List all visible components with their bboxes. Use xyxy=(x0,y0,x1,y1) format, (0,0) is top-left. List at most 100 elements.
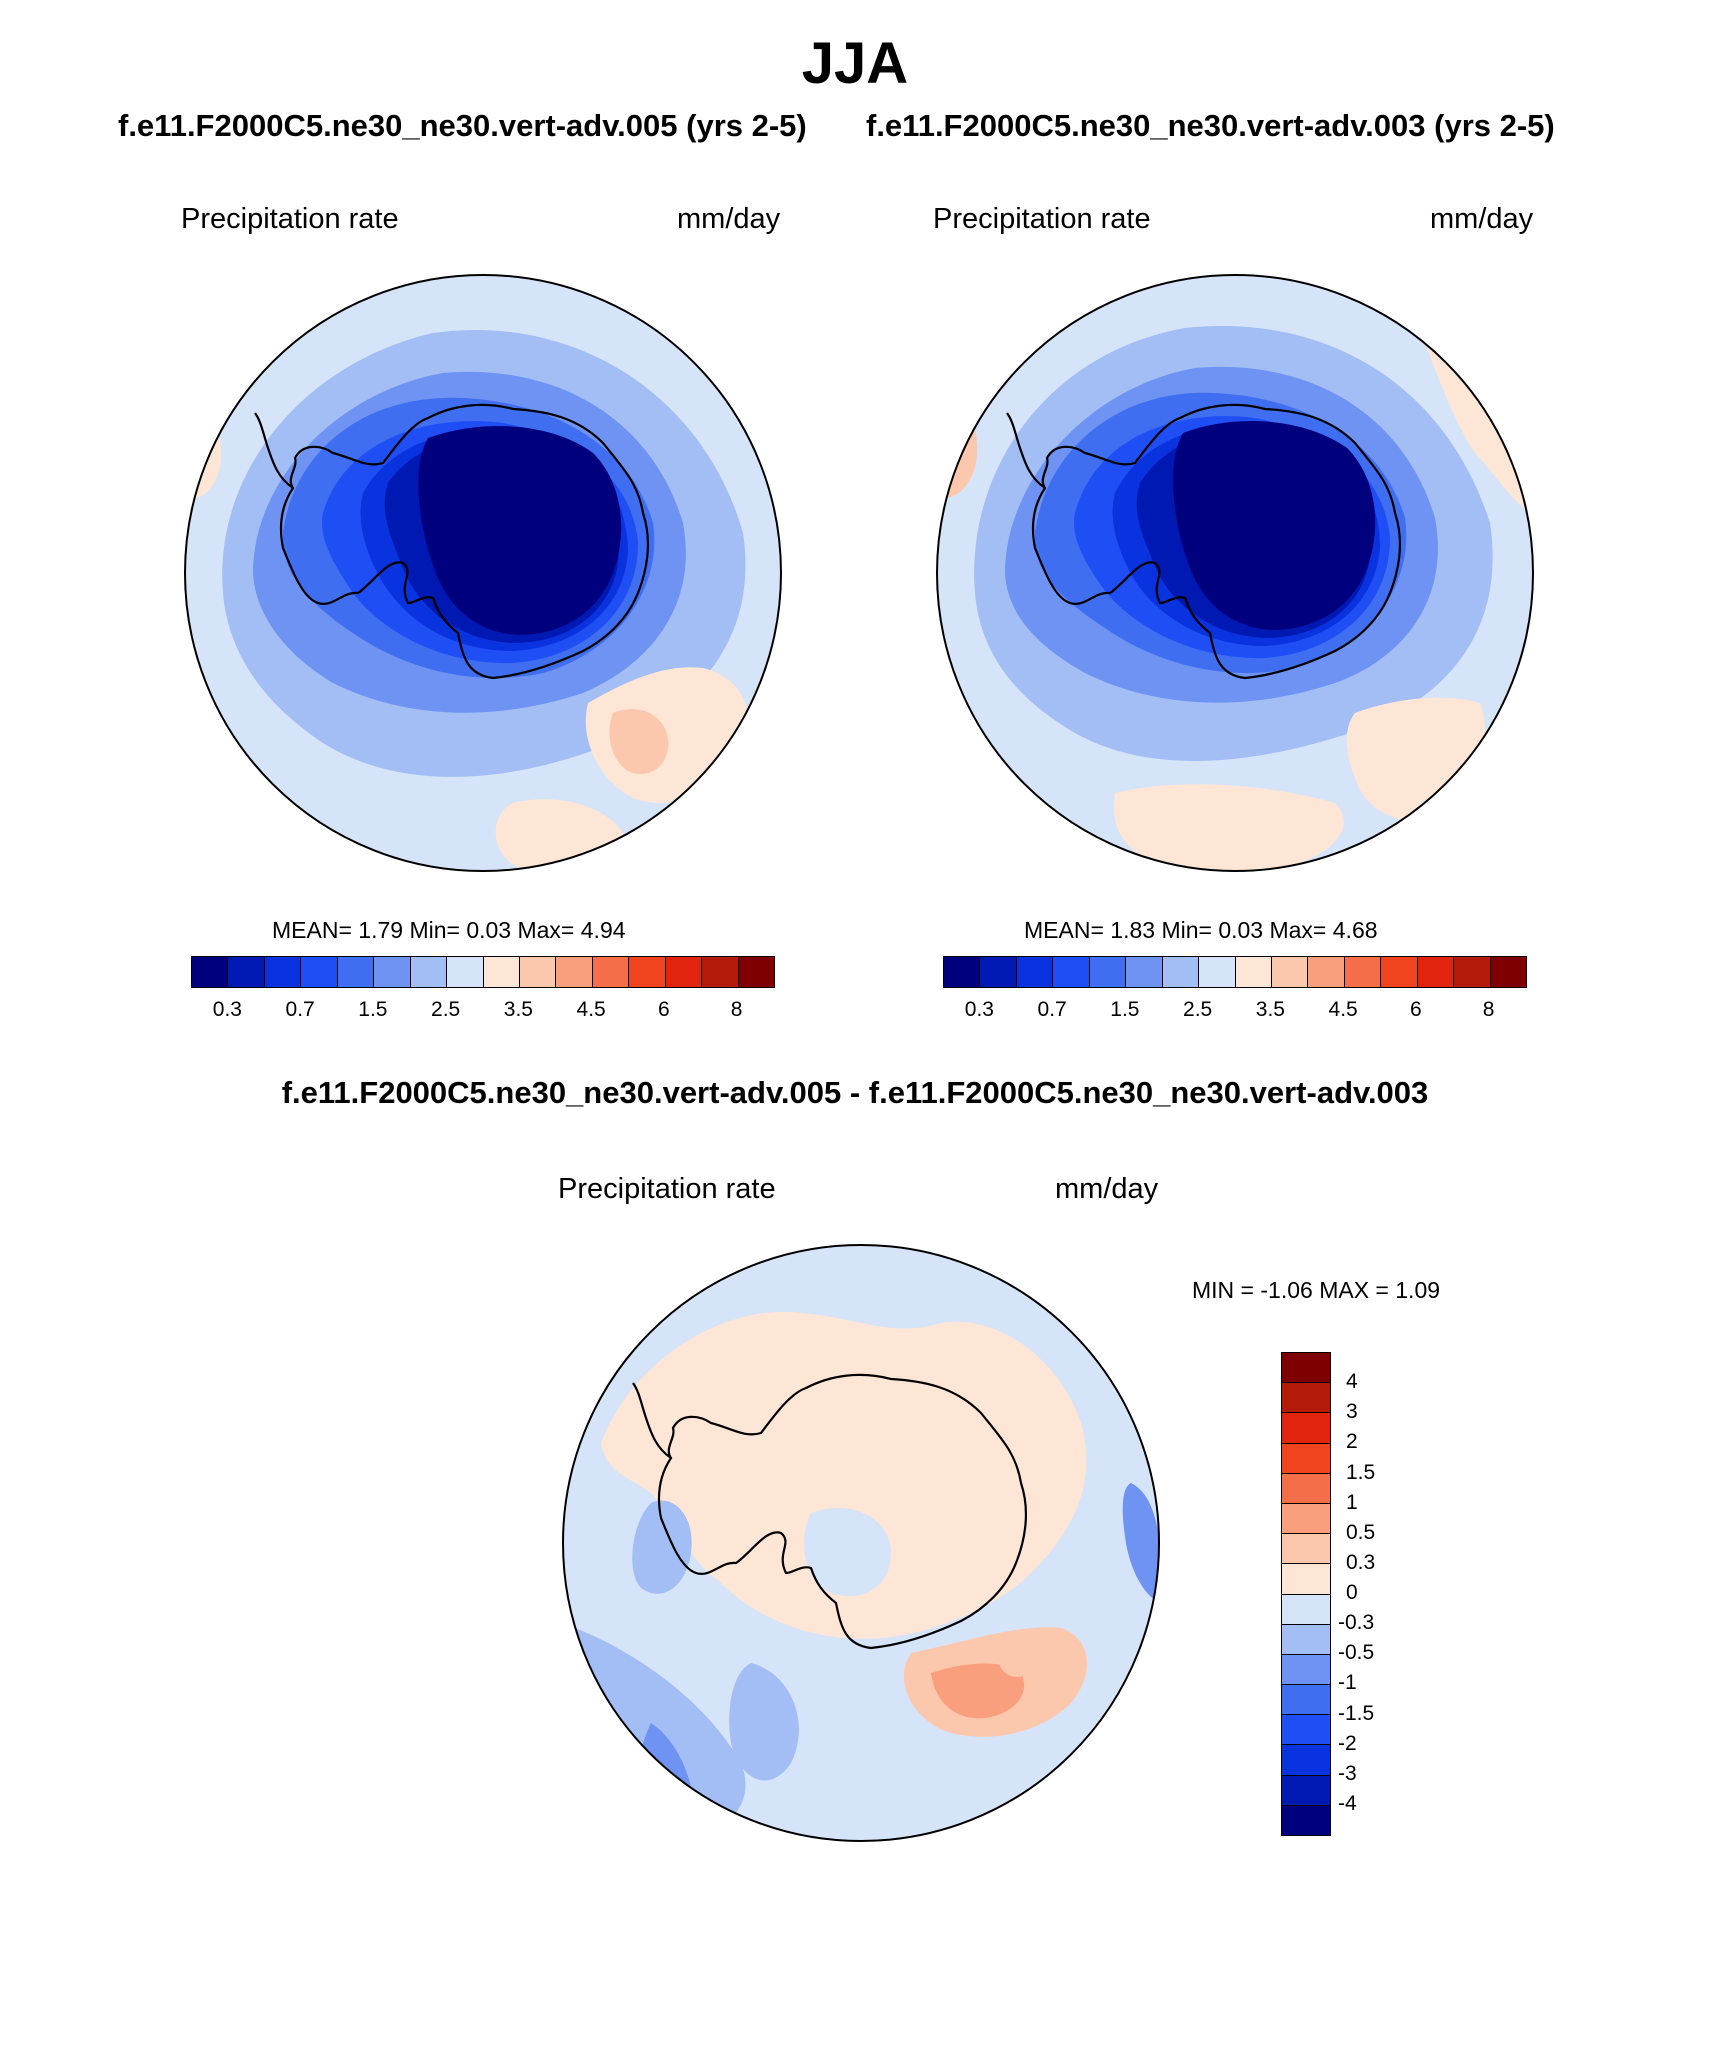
panel2-min: 0.03 xyxy=(1218,917,1264,943)
diff-variable: Precipitation rate xyxy=(558,1173,776,1205)
diff-antarctica-coast xyxy=(657,1373,1027,1650)
diff-map-border xyxy=(562,1244,1160,1842)
panel1-colorbar-swatch xyxy=(592,957,630,987)
diff-colorbar-tick-label: 1 xyxy=(1346,1490,1358,1514)
diff-min-label: MIN = xyxy=(1192,1277,1254,1303)
panel2-colorbar-swatch xyxy=(1454,957,1491,987)
panel2-colorbar-swatch xyxy=(1162,957,1200,987)
diff-blue-patch2 xyxy=(632,1500,692,1594)
panel2-max: 4.68 xyxy=(1332,917,1378,943)
diff-colorbar-ticks: 4 3 2 1.5 1 0.5 0.3 0 -0.3 -0.5 -1 -1.5 -2 -3 -4 xyxy=(1338,1352,1418,1834)
diff-colorbar-tick-label: 2 xyxy=(1346,1430,1358,1454)
panel1-colorbar-tick-label: 0.3 xyxy=(212,998,242,1021)
diff-colorbar-tick-label: 4 xyxy=(1346,1370,1358,1394)
panel1-colorbar-swatch xyxy=(264,957,302,987)
panel2-units: mm/day xyxy=(1430,203,1534,235)
diff-colorbar-swatch xyxy=(1282,1745,1330,1776)
p2-map-border xyxy=(936,274,1534,872)
panel2-colorbar-ticks: 0.3 0.7 1.5 2.5 3.5 4.5 6 8 xyxy=(943,998,1525,1026)
panel2-colorbar-tick-label: 6 xyxy=(1410,998,1422,1021)
panel1-colorbar-ticks: 0.3 0.7 1.5 2.5 3.5 4.5 6 8 xyxy=(191,998,773,1026)
panel2-colorbar-tick-label: 8 xyxy=(1482,998,1495,1021)
panel2-stats: MEAN= 1.83 Min= 0.03 Max= 4.68 xyxy=(1024,917,1378,944)
panel1-colorbar-tick-label: 6 xyxy=(658,998,670,1021)
panel2-min-label: Min= xyxy=(1161,917,1212,943)
diff-colorbar-swatch xyxy=(1282,1413,1330,1444)
panel2-variable: Precipitation rate xyxy=(933,203,1151,235)
p2-band-deep xyxy=(1173,421,1376,630)
diff-colorbar-swatch xyxy=(1282,1594,1330,1625)
diff-colorbar-tick-label: 3 xyxy=(1346,1400,1358,1424)
panel2-colorbar-swatch xyxy=(1199,957,1236,987)
p1-antarctica-coast xyxy=(279,403,649,680)
diff-colorbar-swatch xyxy=(1282,1564,1330,1595)
diff-warm-se2 xyxy=(931,1663,1025,1719)
diff-units: mm/day xyxy=(1055,1173,1159,1205)
panel2-colorbar-swatch xyxy=(1381,957,1418,987)
panel2-colorbar-swatch xyxy=(1490,957,1526,987)
panel1-colorbar-swatch xyxy=(629,957,666,987)
panel1-colorbar-tick-label: 8 xyxy=(730,998,743,1021)
diff-colorbar-tick-label: -4 xyxy=(1338,1791,1357,1815)
panel2-colorbar-swatch xyxy=(1417,957,1455,987)
panel2-colorbar-tick-label: 3.5 xyxy=(1255,998,1285,1021)
panel1-colorbar xyxy=(191,956,775,988)
panel2-colorbar-swatch xyxy=(1271,957,1309,987)
panel1-colorbar-swatch xyxy=(738,957,774,987)
p1-warm-patch2 xyxy=(609,709,669,774)
p2-warm-patch2 xyxy=(1113,784,1344,871)
panel2-colorbar-swatch xyxy=(1344,957,1382,987)
panel1-mean: 1.79 xyxy=(358,917,404,943)
panel2-colorbar-swatch xyxy=(1016,957,1054,987)
panel1-max-label: Max= xyxy=(517,917,575,943)
panel2-map xyxy=(936,274,1534,872)
panel2-colorbar-tick-label: 2.5 xyxy=(1183,998,1213,1021)
diff-case-label: f.e11.F2000C5.ne30_ne30.vert-adv.005 - f… xyxy=(281,1075,1429,1110)
panel2-colorbar-swatch xyxy=(944,957,981,987)
panel1-colorbar-swatch xyxy=(483,957,520,987)
panel1-max: 4.94 xyxy=(580,917,626,943)
panel2-colorbar-swatch xyxy=(1235,957,1272,987)
diff-colorbar-tick-label: 0.5 xyxy=(1346,1520,1376,1544)
diff-colorbar-tick-label: -0.3 xyxy=(1338,1611,1375,1635)
panel2-colorbar-tick-label: 0.7 xyxy=(1037,998,1067,1021)
panel1-colorbar-swatch xyxy=(337,957,375,987)
diff-colorbar-tick-label: -1 xyxy=(1338,1671,1357,1695)
diff-max-label: MAX = xyxy=(1319,1277,1389,1303)
panel1-colorbar-swatch xyxy=(301,957,338,987)
panel1-stats: MEAN= 1.79 Min= 0.03 Max= 4.94 xyxy=(272,917,626,944)
panel2-colorbar-swatch xyxy=(1089,957,1127,987)
p2-peninsula xyxy=(1006,412,1046,489)
diff-colorbar-swatch xyxy=(1282,1805,1330,1835)
panel1-variable: Precipitation rate xyxy=(181,203,399,235)
diff-blue-patch4 xyxy=(729,1663,799,1781)
diff-colorbar-swatch xyxy=(1282,1383,1330,1414)
diff-colorbar xyxy=(1281,1352,1331,1836)
case-left-label: f.e11.F2000C5.ne30_ne30.vert-adv.005 (yr… xyxy=(118,108,807,143)
panel2-colorbar-tick-label: 0.3 xyxy=(964,998,994,1021)
panel1-colorbar-tick-label: 1.5 xyxy=(358,998,388,1021)
diff-colorbar-swatch xyxy=(1282,1775,1330,1806)
case-right-label: f.e11.F2000C5.ne30_ne30.vert-adv.003 (yr… xyxy=(866,108,1555,143)
diff-colorbar-tick-label: 1.5 xyxy=(1346,1460,1376,1484)
panel1-colorbar-swatch xyxy=(228,957,265,987)
panel2-colorbar-swatch xyxy=(1126,957,1163,987)
diff-colorbar-swatch xyxy=(1282,1534,1330,1565)
diff-peninsula xyxy=(632,1382,672,1459)
panel1-min-label: Min= xyxy=(409,917,460,943)
panel2-colorbar xyxy=(943,956,1527,988)
panel2-colorbar-swatch xyxy=(980,957,1017,987)
panel1-colorbar-swatch xyxy=(556,957,593,987)
panel2-colorbar-tick-label: 1.5 xyxy=(1110,998,1140,1021)
panel2-colorbar-swatch xyxy=(1308,957,1345,987)
diff-colorbar-swatch xyxy=(1282,1353,1330,1384)
panel1-colorbar-tick-label: 4.5 xyxy=(576,998,606,1021)
diff-colorbar-swatch xyxy=(1282,1685,1330,1716)
diff-colorbar-tick-label: -3 xyxy=(1338,1761,1357,1785)
panel1-colorbar-swatch xyxy=(447,957,484,987)
diff-blue-patch1 xyxy=(803,1507,891,1597)
p2-warm-patch4 xyxy=(1415,313,1533,513)
panel1-colorbar-swatch xyxy=(192,957,229,987)
diff-warm-large xyxy=(601,1311,1087,1639)
p1-map-border xyxy=(184,274,782,872)
